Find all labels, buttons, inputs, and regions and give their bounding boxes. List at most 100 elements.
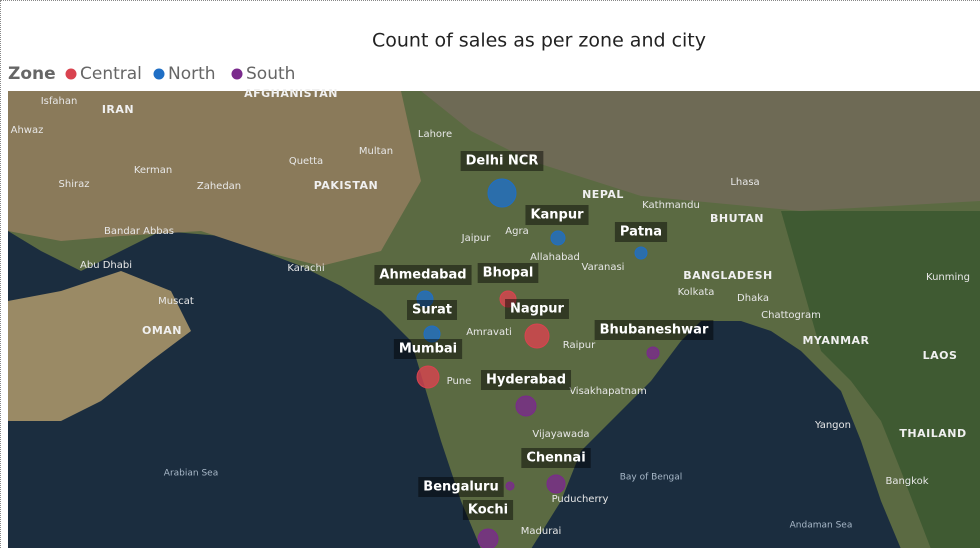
city-label-bg — [480, 370, 572, 390]
map-label: Bandar Abbas — [104, 226, 174, 237]
city-label: Kochi — [468, 503, 508, 518]
map-label: Arabian Sea — [164, 469, 218, 479]
city-label: Mumbai — [399, 342, 457, 357]
map-label: Jaipur — [461, 233, 492, 244]
map-label: Kerman — [134, 165, 172, 176]
map-label: Abu Dhabi — [80, 260, 132, 271]
map-label: Bangkok — [885, 476, 928, 487]
city-label-bg — [393, 339, 463, 359]
city-bubble — [499, 290, 517, 308]
city-label: Delhi NCR — [466, 154, 539, 169]
legend-dot — [231, 68, 243, 80]
city-label-bg — [462, 500, 514, 520]
map-label: Raipur — [563, 340, 596, 351]
city-label-bg — [460, 151, 544, 171]
city-bubble — [524, 323, 550, 349]
map-label: Lhasa — [730, 177, 759, 188]
city-label-bg — [614, 222, 668, 242]
city-label: Nagpur — [510, 302, 565, 317]
map-label: Yangon — [814, 420, 851, 431]
city-bubble — [646, 346, 660, 360]
city-label: Ahmedabad — [379, 268, 466, 283]
map-label: Zahedan — [197, 181, 241, 192]
map-label: MYANMAR — [802, 334, 869, 347]
city-label: Bhubaneshwar — [600, 323, 709, 338]
map-label: PAKISTAN — [314, 179, 378, 192]
city-label-bg — [594, 320, 714, 340]
map-label: Kunming — [926, 272, 970, 283]
legend-dot — [153, 68, 165, 80]
map-label: Agra — [505, 226, 528, 237]
city-bubble — [515, 395, 537, 417]
map-label: Vijayawada — [532, 429, 589, 440]
city-bubble — [550, 230, 566, 246]
map-label: Visakhapatnam — [569, 386, 647, 397]
city-label: Bhopal — [483, 266, 534, 281]
map-label: Ahwaz — [11, 125, 44, 136]
city-bubble — [487, 178, 517, 208]
legend-label: North — [168, 64, 216, 84]
map-label: IRAN — [102, 103, 134, 116]
city-label-bg — [505, 299, 569, 319]
map-label: Shiraz — [59, 179, 90, 190]
map-label: BHUTAN — [710, 212, 764, 225]
land-oman — [8, 271, 191, 421]
map-label: Varanasi — [582, 262, 625, 273]
city-label: Bengaluru — [423, 480, 498, 495]
map-label: Pune — [447, 376, 472, 387]
city-label: Hyderabad — [486, 373, 566, 388]
city-label-bg — [521, 448, 591, 468]
city-label: Surat — [412, 303, 452, 318]
city-label: Kanpur — [530, 208, 584, 223]
legend-dot — [65, 68, 77, 80]
map-label: LAOS — [923, 349, 958, 362]
map-label: Muscat — [158, 296, 194, 307]
map-label: NEPAL — [582, 188, 624, 201]
map-label: Puducherry — [552, 494, 609, 505]
map-label: Dhaka — [737, 293, 769, 304]
city-bubble — [546, 474, 566, 494]
legend-label: Central — [80, 64, 142, 84]
city-bubble — [423, 325, 441, 343]
map-label: Allahabad — [530, 252, 580, 263]
map-label: Madurai — [521, 526, 561, 537]
map-label: Multan — [359, 146, 393, 157]
map-label: Karachi — [287, 263, 324, 274]
city-label-bg — [477, 263, 539, 283]
city-label: Patna — [620, 225, 662, 240]
map-label: Isfahan — [41, 96, 78, 107]
city-label-bg — [374, 265, 472, 285]
city-bubble — [416, 290, 434, 308]
legend: Zone Central North South — [8, 64, 295, 84]
city-label-bg — [406, 300, 458, 320]
map-label: Kolkata — [678, 287, 715, 298]
map-label: Quetta — [289, 156, 323, 167]
map-label: AFGHANISTAN — [244, 87, 338, 100]
bubbles: Delhi NCR Kanpur Patna Ahmedabad Bhopal Surat… — [374, 151, 714, 548]
city-bubble — [634, 246, 648, 260]
legend-title: Zone — [8, 64, 56, 84]
city-label: Chennai — [526, 451, 585, 466]
land-arid — [8, 91, 421, 266]
map-label: OMAN — [142, 324, 182, 337]
map-label: Bay of Bengal — [620, 473, 683, 483]
land-plateau — [421, 91, 980, 211]
map-label: Chattogram — [761, 310, 821, 321]
map-label: Kathmandu — [642, 200, 700, 211]
map-label: BANGLADESH — [683, 269, 772, 282]
map-label: Andaman Sea — [790, 521, 853, 531]
title: Count of sales as per zone and city — [372, 30, 706, 52]
city-bubble — [505, 481, 515, 491]
city-label-bg — [525, 205, 589, 225]
map-label: Lahore — [418, 129, 452, 140]
legend-label: South — [246, 64, 295, 84]
city-label-bg — [418, 477, 504, 497]
map — [8, 91, 980, 548]
map-labels: IRAN AFGHANISTAN PAKISTAN OMAN NEPAL BHUTAN BA… — [11, 87, 970, 537]
city-bubble — [477, 528, 499, 548]
land-east — [781, 211, 980, 548]
map-label: THAILAND — [899, 427, 966, 440]
map-label: Amravati — [466, 327, 512, 338]
